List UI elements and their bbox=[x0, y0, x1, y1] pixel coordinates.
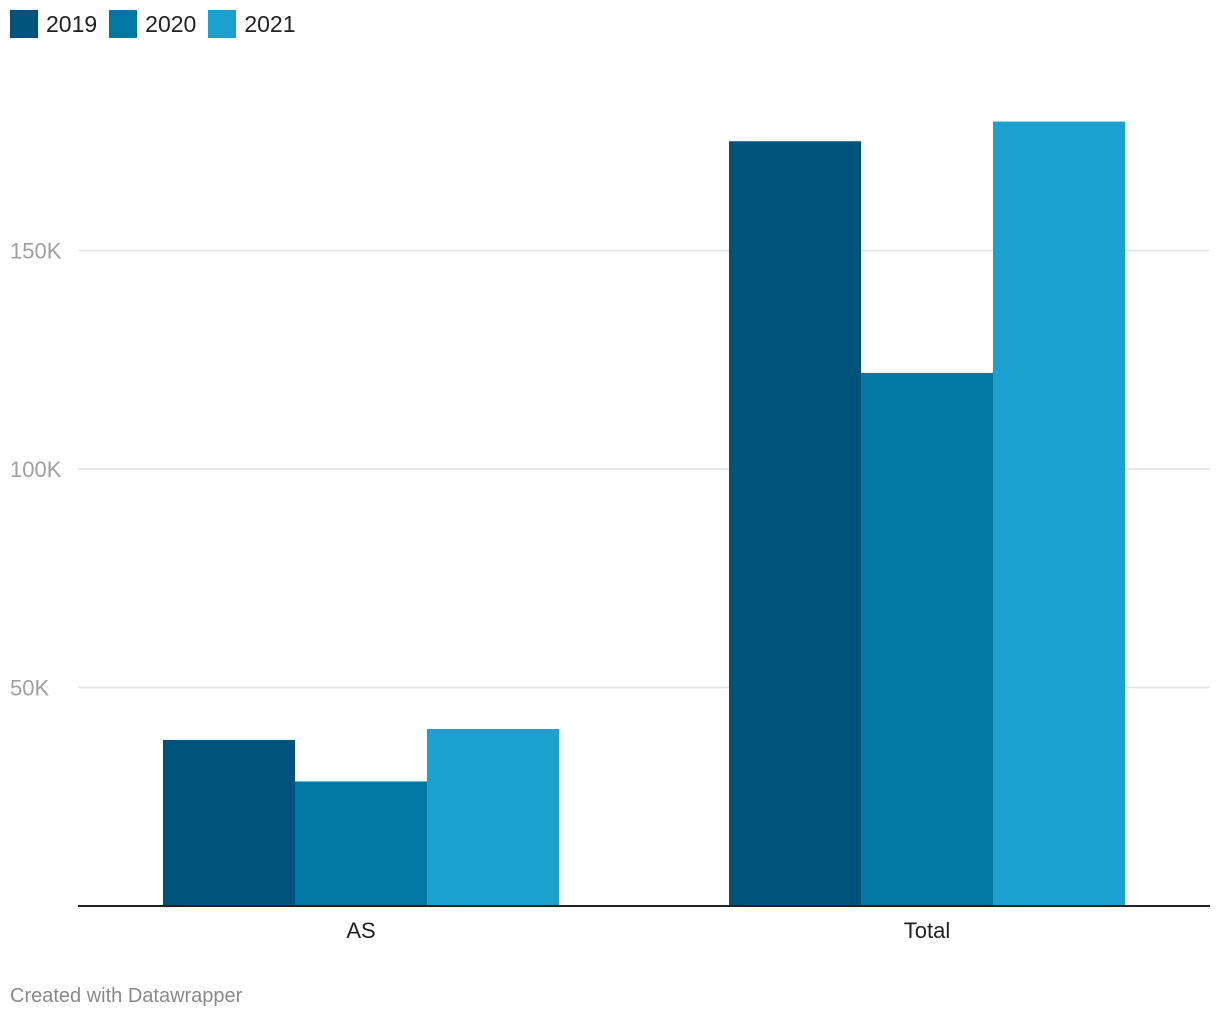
legend-label: 2020 bbox=[145, 10, 197, 37]
legend-item-2021: 2021 bbox=[208, 10, 296, 38]
legend-item-2019: 2019 bbox=[10, 10, 97, 38]
legend-swatch bbox=[208, 10, 237, 38]
category-labels: AS Total bbox=[346, 918, 950, 943]
chart-legend: 2019 2020 2021 bbox=[10, 10, 308, 38]
legend-swatch bbox=[10, 10, 38, 38]
legend-swatch bbox=[109, 10, 138, 38]
bar-as-2021 bbox=[427, 729, 559, 906]
bar-total-2020 bbox=[861, 372, 993, 906]
legend-label: 2019 bbox=[46, 10, 98, 37]
legend-label: 2021 bbox=[244, 10, 296, 37]
y-tick-label: 150K bbox=[10, 239, 62, 264]
y-tick-label: 50K bbox=[10, 676, 49, 701]
bar-as-2020 bbox=[295, 781, 427, 906]
credit-text: Created with Datawrapper bbox=[10, 985, 243, 1007]
bar-as-2019 bbox=[163, 739, 295, 906]
x-category-label: Total bbox=[904, 918, 950, 943]
y-tick-label: 100K bbox=[10, 457, 62, 482]
bars bbox=[163, 121, 1125, 906]
bar-total-2021 bbox=[993, 121, 1125, 906]
bar-total-2019 bbox=[729, 141, 861, 906]
x-category-label: AS bbox=[346, 918, 375, 943]
legend-item-2020: 2020 bbox=[109, 10, 196, 38]
